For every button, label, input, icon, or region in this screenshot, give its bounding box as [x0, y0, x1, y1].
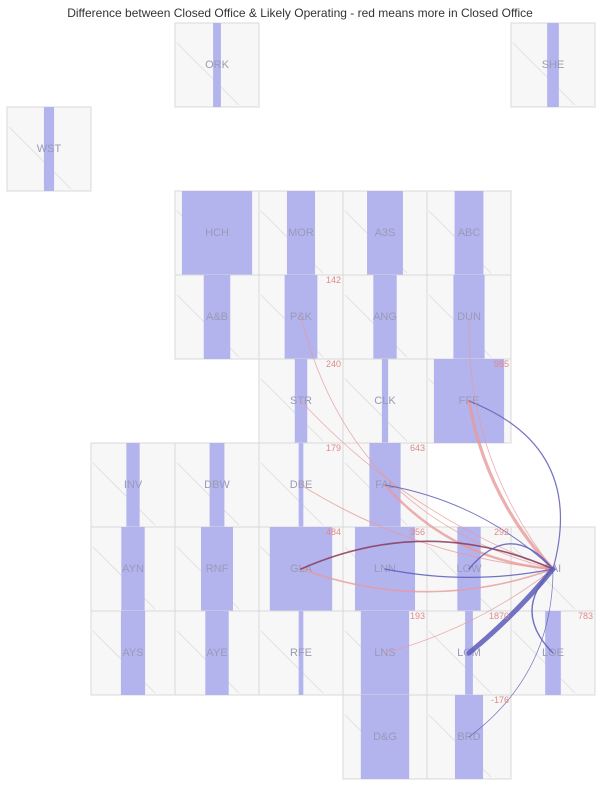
tile-trend-line	[260, 630, 324, 694]
tile-bar	[454, 191, 484, 275]
tile-bar	[203, 275, 231, 359]
flow-value-label: -176	[491, 695, 509, 705]
tile-bar	[298, 611, 304, 695]
tile-code-label: INV	[124, 479, 143, 491]
flow-value-label: 1870	[489, 611, 509, 621]
tile-code-label: RFE	[290, 647, 312, 659]
tile-bar	[367, 191, 403, 275]
tile-bar	[201, 527, 233, 611]
tile-code-label: A&B	[206, 311, 228, 323]
tile-dandg: D&G	[342, 694, 428, 780]
tile-trend-line	[260, 462, 324, 526]
tile-trend-line	[176, 42, 240, 106]
tile-bar	[373, 275, 397, 359]
tile-bar	[209, 443, 225, 527]
flow-brd-to-fai	[468, 568, 554, 738]
tile-bar	[120, 611, 146, 695]
tile-bar	[126, 443, 140, 527]
tile-trend-line	[92, 462, 156, 526]
flow-loe-to-fai	[531, 568, 554, 654]
flow-value-label: 193	[410, 611, 425, 621]
tile-abc: ABC	[426, 190, 512, 276]
flow-lnn-to-fai	[384, 568, 554, 578]
tile-code-label: RNF	[206, 563, 229, 575]
tile-code-label: D&G	[373, 731, 397, 743]
tile-background	[510, 526, 596, 612]
tile-a3s: A3S	[342, 190, 428, 276]
tile-trend-line	[176, 462, 240, 526]
flow-value-label: 179	[326, 443, 341, 453]
tile-ays: AYS	[90, 610, 176, 696]
flow-ffe-to-fai	[468, 400, 561, 570]
tile-she: SHE	[510, 22, 596, 108]
tile-bar	[286, 191, 316, 275]
tile-trend-line	[512, 42, 576, 106]
tile-bar	[213, 23, 221, 107]
flow-str-to-fai	[300, 400, 554, 570]
tile-code-label: CLK	[374, 395, 396, 407]
flow-value-label: 955	[494, 359, 509, 369]
tile-trend-line	[512, 630, 576, 694]
flow-gla-to-fai	[300, 568, 554, 593]
flow-value-label: 142	[326, 275, 341, 285]
tile-code-label: ABC	[458, 227, 481, 239]
tile-code-label: ORK	[205, 59, 230, 71]
tile-trend-line	[344, 378, 408, 442]
flow-value-label: 643	[410, 443, 425, 453]
flow-value-label: 292	[494, 527, 509, 537]
tile-ang: ANG	[342, 274, 428, 360]
flows-layer	[300, 316, 561, 738]
tile-code-label: WST	[37, 143, 62, 155]
flow-ffe-to-fai	[467, 399, 555, 571]
tile-dbw: DBW	[174, 442, 260, 528]
tile-code-label: A3S	[375, 227, 396, 239]
flow-value-label: 356	[410, 527, 425, 537]
tile-code-label: DBW	[204, 479, 230, 491]
tile-inv: INV	[90, 442, 176, 528]
flow-value-label: 783	[578, 611, 593, 621]
tile-code-label: AYS	[122, 647, 143, 659]
flow-value-label: 484	[326, 527, 341, 537]
tile-rfe: RFE	[258, 610, 344, 696]
tile-aye: AYE	[174, 610, 260, 696]
flow-lns-to-fai	[384, 568, 554, 654]
tile-code-label: HCH	[205, 227, 229, 239]
flow-low-to-fai	[468, 543, 554, 570]
tile-trend-line	[428, 630, 492, 694]
tile-code-label: AYE	[206, 647, 227, 659]
flow-pandk-to-fai	[300, 316, 554, 570]
tile-lns: LNS	[342, 610, 428, 696]
flow-value-label: 240	[326, 359, 341, 369]
tile-bar	[121, 527, 145, 611]
tile-aandb: A&B	[174, 274, 260, 360]
tile-bar	[205, 611, 229, 695]
flow-gla-to-fai	[300, 540, 554, 570]
tile-rnf: RNF	[174, 526, 260, 612]
tile-trend-line	[8, 126, 72, 190]
tile-hch: HCH	[174, 190, 260, 276]
flow-dun-to-fai	[468, 316, 554, 570]
tile-bar	[360, 695, 410, 779]
tile-bar	[181, 191, 253, 275]
tile-bar	[43, 107, 55, 191]
tile-clk: CLK	[342, 358, 428, 444]
chart-title: Difference between Closed Office & Likel…	[67, 6, 533, 20]
tile-bar	[381, 359, 389, 443]
labels-layer: 142 955 240 179 643 484 356 292 193 1870 783 -176	[326, 275, 593, 705]
tile-wst: WST	[6, 106, 92, 192]
tile-code-label: AYN	[122, 563, 144, 575]
tile-code-label: ANG	[373, 311, 397, 323]
tile-trend-line	[260, 378, 324, 442]
tile-ork: ORK	[174, 22, 260, 108]
flow-fal-to-fai	[384, 484, 554, 570]
tile-code-label: MOR	[288, 227, 314, 239]
tile-mor: MOR	[258, 190, 344, 276]
tile-ayn: AYN	[90, 526, 176, 612]
tile-bar	[547, 23, 559, 107]
tile-code-label: SHE	[542, 59, 565, 71]
